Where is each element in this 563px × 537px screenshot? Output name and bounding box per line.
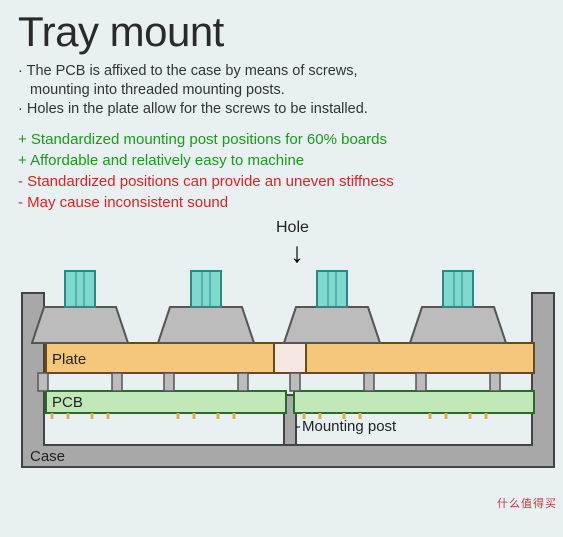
diagram: Hole ↓ Plate PCB Mounting post Case — [18, 219, 558, 479]
switch-body — [284, 307, 380, 343]
switch-foot — [490, 373, 500, 391]
pro-item: + Affordable and relatively easy to mach… — [18, 150, 545, 171]
diagram-svg: Plate PCB Mounting post Case — [18, 267, 558, 477]
pcb-shape-right — [294, 391, 534, 413]
case-label: Case — [30, 448, 65, 465]
switch-foot — [112, 373, 122, 391]
switch-stem — [65, 271, 95, 307]
con-item: - May cause inconsistent sound — [18, 192, 545, 213]
switch-pin — [177, 413, 180, 419]
plate-label: Plate — [52, 351, 86, 368]
arrow-down-icon: ↓ — [290, 239, 304, 267]
switch-pin — [217, 413, 220, 419]
desc-line1: · The PCB is affixed to the case by mean… — [18, 62, 545, 81]
switch-pin — [469, 413, 472, 419]
switch-stem — [191, 271, 221, 307]
switch-body — [410, 307, 506, 343]
switch-pin — [51, 413, 54, 419]
switch-pin — [91, 413, 94, 419]
switch-pin — [193, 413, 196, 419]
switch-stem — [443, 271, 473, 307]
watermark-text: 什么值得买 — [497, 498, 557, 510]
desc-line2: · Holes in the plate allow for the screw… — [18, 100, 545, 119]
switch-pin — [233, 413, 236, 419]
switch-pin — [67, 413, 70, 419]
mounting_post-label: Mounting post — [302, 418, 397, 435]
switch-body — [32, 307, 128, 343]
pcb-label: PCB — [52, 394, 83, 411]
watermark: 什么值得买 — [467, 495, 557, 531]
switch-foot — [164, 373, 174, 391]
desc-line1-indent: mounting into threaded mounting posts. — [18, 81, 545, 100]
switch-pin — [429, 413, 432, 419]
pro-item: + Standardized mounting post positions f… — [18, 129, 545, 150]
switch-foot — [238, 373, 248, 391]
switch-stem — [317, 271, 347, 307]
switch-foot — [290, 373, 300, 391]
hole-label: Hole — [276, 219, 309, 237]
page-title: Tray mount — [18, 8, 545, 56]
switch-foot — [38, 373, 48, 391]
switch-body — [158, 307, 254, 343]
con-item: - Standardized positions can provide an … — [18, 171, 545, 192]
plate-shape-right — [306, 343, 534, 373]
switch-pin — [485, 413, 488, 419]
switch-foot — [364, 373, 374, 391]
plate-hole — [274, 343, 306, 373]
switch-foot — [416, 373, 426, 391]
switch-pin — [107, 413, 110, 419]
pros-cons-block: + Standardized mounting post positions f… — [18, 129, 545, 213]
description-block: · The PCB is affixed to the case by mean… — [18, 62, 545, 119]
switch-pin — [445, 413, 448, 419]
